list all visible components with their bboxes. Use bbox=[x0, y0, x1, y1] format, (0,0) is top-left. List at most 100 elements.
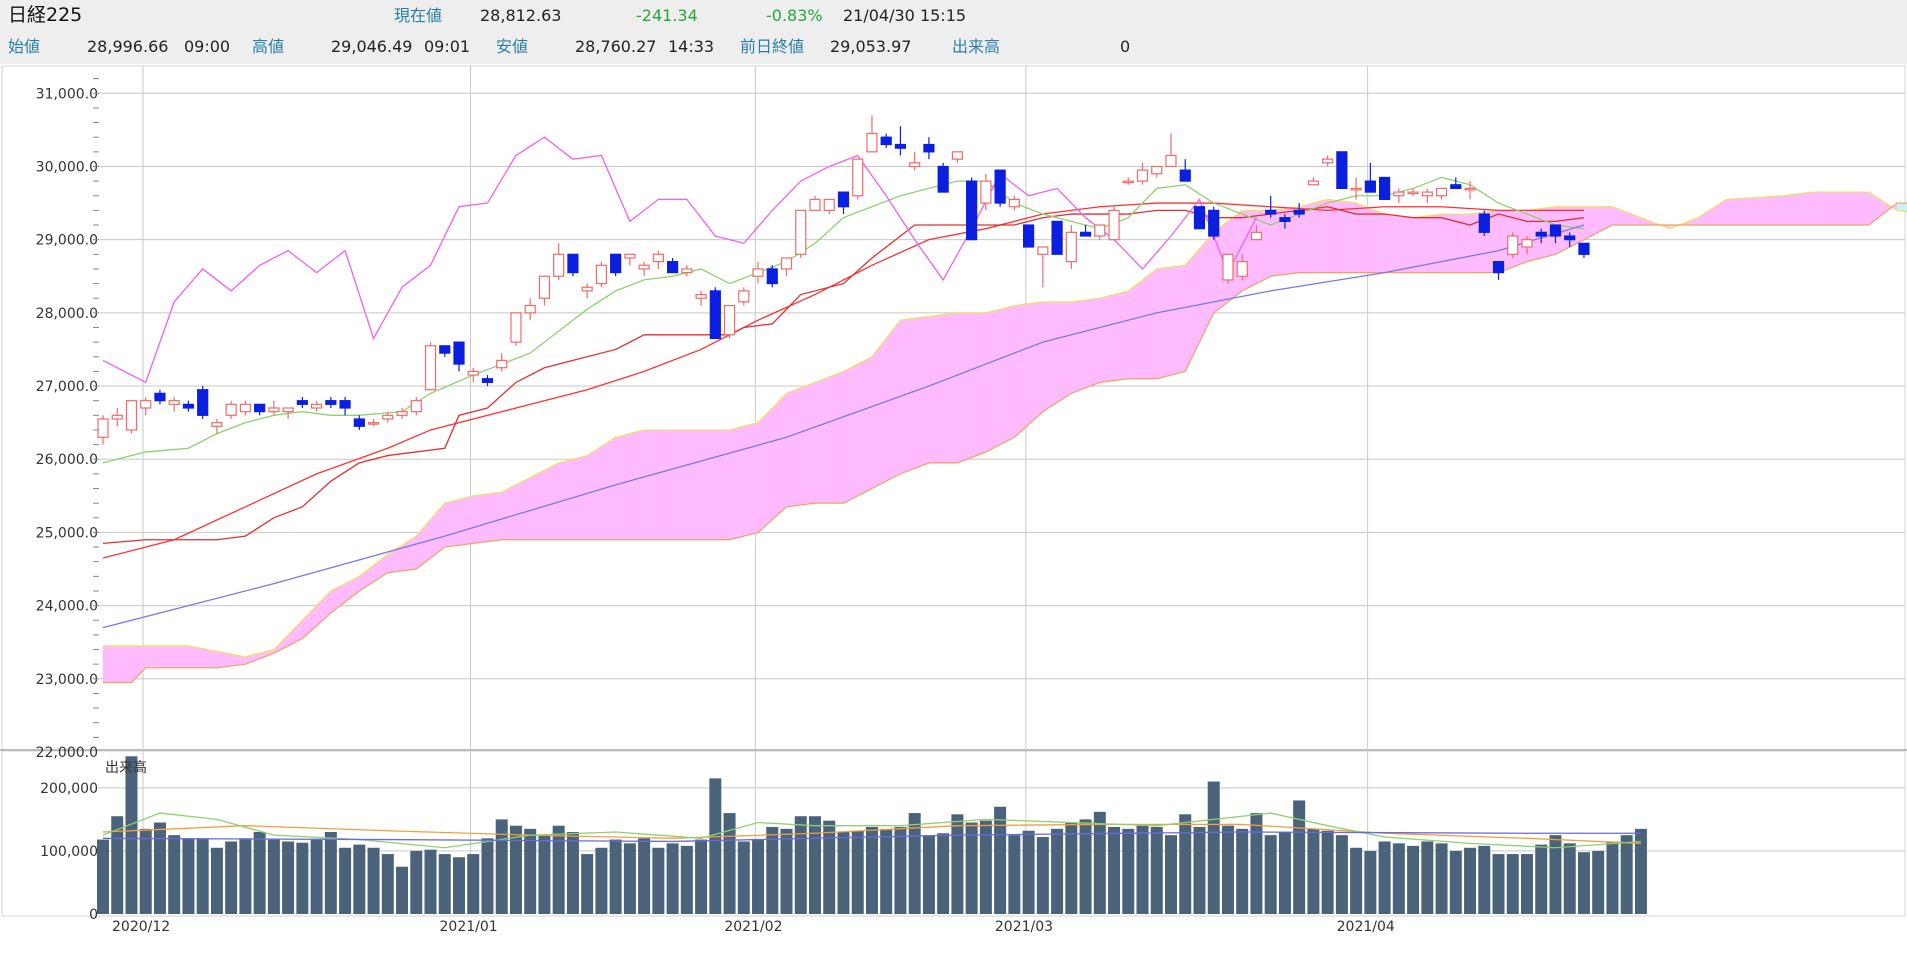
ichimoku-cloud-segment bbox=[1711, 198, 1727, 226]
volume-bar bbox=[695, 839, 708, 914]
volume-bar bbox=[566, 832, 579, 914]
candle-body bbox=[1350, 187, 1362, 191]
candle-body bbox=[325, 400, 337, 405]
ichimoku-cloud-segment bbox=[1056, 301, 1072, 404]
volume-bar bbox=[1577, 852, 1590, 914]
volume-bar bbox=[794, 816, 807, 914]
candle-body bbox=[125, 400, 138, 431]
volume-bar bbox=[823, 820, 836, 914]
ichimoku-cloud-segment bbox=[1825, 191, 1841, 226]
volume-bar bbox=[210, 847, 223, 914]
volume-bar bbox=[396, 866, 409, 914]
volume-bar bbox=[1036, 837, 1049, 914]
ichimoku-cloud-segment bbox=[1199, 231, 1215, 343]
volume-panel-frame bbox=[1, 750, 1906, 917]
candle-body bbox=[1435, 187, 1448, 197]
ichimoku-cloud-segment bbox=[1854, 191, 1870, 226]
candle-body bbox=[823, 198, 835, 211]
ichimoku-cloud-segment bbox=[1071, 299, 1086, 394]
volume-bar bbox=[1634, 828, 1647, 914]
date-tick-label: 2020/12 bbox=[112, 919, 170, 935]
ichimoku-cloud-segment bbox=[686, 429, 702, 541]
ichimoku-cloud-segment bbox=[1811, 191, 1827, 226]
ichimoku-cloud-segment bbox=[757, 407, 773, 534]
volume-bar bbox=[538, 835, 551, 914]
price-tick-label: 24,000.0 bbox=[36, 599, 98, 615]
price-tick-label: 26,000.0 bbox=[36, 452, 98, 468]
volume-tick-label: 100,000 bbox=[40, 844, 98, 860]
ichimoku-cloud-segment bbox=[1127, 279, 1143, 380]
volume-bar bbox=[1378, 841, 1391, 914]
volume-bar bbox=[495, 819, 508, 914]
index-title: 日経225 bbox=[8, 4, 83, 26]
open-label: 始値 bbox=[8, 37, 41, 56]
ichimoku-cloud-segment bbox=[800, 381, 816, 506]
volume-bar bbox=[1236, 828, 1249, 914]
prev-close-label: 前日終値 bbox=[740, 37, 805, 56]
candle-body bbox=[837, 191, 850, 208]
candle-body bbox=[424, 345, 437, 391]
ichimoku-cloud-segment bbox=[643, 429, 659, 541]
ichimoku-cloud-segment bbox=[1797, 191, 1813, 226]
candle-body bbox=[638, 264, 650, 270]
volume-bar bbox=[1022, 830, 1035, 914]
volume-bar bbox=[1335, 835, 1348, 914]
candle-body bbox=[1521, 239, 1533, 248]
candle-body bbox=[1393, 191, 1405, 197]
open-time: 09:00 bbox=[184, 37, 231, 56]
candle-body bbox=[1208, 209, 1220, 237]
ichimoku-cloud-segment bbox=[1142, 268, 1158, 380]
low-label: 安値 bbox=[496, 37, 529, 56]
ichimoku-cloud-segment bbox=[1085, 297, 1101, 389]
volume-bar bbox=[453, 857, 465, 914]
ichimoku-cloud-segment bbox=[1170, 264, 1186, 376]
volume-bar bbox=[1407, 845, 1420, 914]
volume-bar bbox=[780, 828, 793, 914]
candle-body bbox=[97, 418, 109, 438]
volume-bar bbox=[1478, 845, 1491, 914]
candle-body bbox=[1250, 231, 1263, 241]
volume-bar bbox=[410, 850, 423, 914]
volume-bar bbox=[1293, 800, 1306, 914]
ichimoku-cloud-segment bbox=[359, 564, 374, 592]
volume-bar bbox=[1264, 835, 1277, 914]
ichimoku-cloud-segment bbox=[1768, 195, 1784, 226]
price-tick-label: 28,000.0 bbox=[36, 306, 98, 322]
volume-bar bbox=[979, 820, 992, 914]
volume-bar bbox=[509, 825, 522, 914]
volume-bar bbox=[111, 816, 124, 914]
ichimoku-cloud-segment bbox=[1441, 213, 1457, 273]
volume-bar bbox=[1321, 830, 1334, 914]
volume-bar bbox=[353, 844, 366, 914]
candle-body bbox=[894, 143, 907, 149]
volume-bar bbox=[524, 828, 537, 914]
candle-body bbox=[467, 370, 479, 376]
volume-bar bbox=[367, 847, 380, 914]
ichimoku-cloud-segment bbox=[1014, 303, 1029, 438]
ichimoku-cloud-segment bbox=[159, 645, 175, 669]
indicator-line bbox=[102, 176, 1585, 464]
ichimoku-cloud-segment bbox=[458, 495, 474, 546]
senkou-span-b-line bbox=[103, 202, 1907, 684]
ichimoku-cloud-segment bbox=[1398, 215, 1414, 273]
volume-bar bbox=[239, 838, 252, 914]
candle-body bbox=[666, 261, 679, 274]
price-tick-label: 30,000.0 bbox=[36, 159, 98, 175]
volume-bar bbox=[1165, 835, 1177, 914]
volume-bar bbox=[752, 839, 765, 914]
volume-bar bbox=[951, 814, 964, 914]
indicator-line bbox=[102, 202, 1584, 559]
volume-bar bbox=[865, 826, 878, 914]
candle-body bbox=[553, 253, 565, 277]
candle-body bbox=[1165, 154, 1177, 168]
volume-bar bbox=[1392, 843, 1405, 914]
candle-body bbox=[211, 422, 223, 427]
candle-body bbox=[567, 253, 579, 274]
date-tick-label: 2021/03 bbox=[995, 919, 1053, 935]
candle-body bbox=[966, 180, 978, 241]
ichimoku-cloud-segment bbox=[1783, 193, 1798, 226]
ichimoku-cloud-segment bbox=[316, 590, 332, 627]
volume-bar bbox=[880, 828, 893, 914]
senkou-span-a-line bbox=[103, 191, 1907, 658]
volume-bar bbox=[267, 839, 280, 914]
